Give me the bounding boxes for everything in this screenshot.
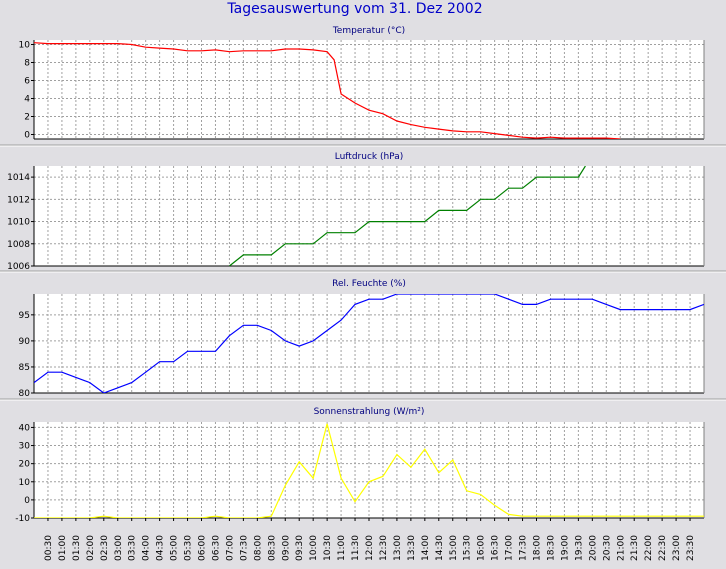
x-tick-label: 14:00 — [421, 535, 431, 561]
y-tick-label: 1006 — [7, 262, 30, 272]
x-tick-label: 06:30 — [211, 535, 221, 561]
x-tick-label: 17:30 — [519, 535, 529, 561]
y-tick-label: 2 — [24, 113, 30, 123]
x-tick-label: 02:00 — [86, 535, 96, 561]
x-tick-label: 03:00 — [114, 535, 124, 561]
x-tick-label: 14:30 — [435, 535, 445, 561]
x-tick-label: 18:30 — [546, 535, 556, 561]
x-tick-label: 02:30 — [100, 535, 110, 561]
x-tick-label: 06:00 — [198, 535, 208, 561]
x-tick-label: 09:30 — [295, 535, 305, 561]
x-tick-labels: 00:30 01:00 01:30 02:00 02:30 03:00 03:30 04:00… — [44, 518, 696, 561]
x-tick-label: 05:00 — [170, 535, 180, 561]
y-tick-label: 1008 — [7, 240, 30, 250]
panel-title: Sonnenstrahlung (W/m²) — [314, 407, 425, 417]
y-tick-label: 20 — [19, 460, 31, 470]
main-title: Tagesauswertung vom 31. Dez 2002 — [226, 1, 482, 17]
x-tick-label: 10:00 — [309, 535, 319, 561]
x-tick-label: 00:30 — [44, 535, 54, 561]
y-tick-label: 1012 — [7, 195, 30, 205]
y-tick-label: 40 — [19, 423, 31, 433]
x-tick-label: 13:30 — [407, 535, 417, 561]
x-tick-label: 03:30 — [128, 535, 138, 561]
x-tick-label: 23:30 — [686, 535, 696, 561]
y-tick-label: 80 — [19, 389, 31, 399]
x-tick-label: 15:00 — [449, 535, 459, 561]
x-tick-label: 09:00 — [281, 535, 291, 561]
y-tick-label: 30 — [19, 442, 31, 452]
humidity-series-line — [34, 294, 704, 393]
x-tick-label: 20:00 — [588, 535, 598, 561]
x-tick-label: 07:00 — [225, 535, 235, 561]
x-tick-label: 20:30 — [602, 535, 612, 561]
temperature-series-line — [34, 42, 621, 139]
x-tick-label: 08:30 — [267, 535, 277, 561]
y-tick-label: 10 — [19, 41, 31, 51]
y-tick-label: 6 — [24, 77, 30, 87]
x-tick-label: 15:30 — [463, 535, 473, 561]
x-tick-label: 16:30 — [491, 535, 501, 561]
y-tick-label: 95 — [19, 311, 30, 321]
x-tick-label: 17:00 — [505, 535, 515, 561]
x-tick-label: 04:30 — [156, 535, 166, 561]
x-tick-label: 01:30 — [72, 535, 82, 561]
x-tick-label: 10:30 — [323, 535, 333, 561]
x-tick-label: 11:00 — [337, 535, 347, 561]
y-tick-label: 0 — [24, 131, 30, 141]
x-tick-label: 21:30 — [630, 535, 640, 561]
x-tick-label: 12:30 — [379, 535, 389, 561]
y-tick-label: 1014 — [7, 173, 30, 183]
x-tick-label: 19:00 — [560, 535, 570, 561]
x-tick-label: 01:00 — [58, 535, 68, 561]
x-tick-label: 11:30 — [351, 535, 361, 561]
panel-3: Rel. Feuchte (%) 80 85 90 95 — [0, 279, 726, 401]
x-tick-label: 05:30 — [184, 535, 194, 561]
x-tick-label: 21:00 — [616, 535, 626, 561]
x-tick-label: 16:00 — [477, 535, 487, 561]
panel-1: Temperatur (°C) 0 2 4 6 8 10 — [0, 26, 726, 147]
panel-title: Rel. Feuchte (%) — [332, 279, 406, 289]
x-tick-label: 12:00 — [365, 535, 375, 561]
x-tick-label: 07:30 — [239, 535, 249, 561]
y-tick-label: 10 — [19, 478, 31, 488]
pressure-series-line — [229, 166, 586, 266]
y-tick-label: 90 — [19, 337, 31, 347]
x-tick-label: 04:00 — [142, 535, 152, 561]
panel-title: Temperatur (°C) — [332, 26, 405, 36]
x-tick-label: 13:00 — [393, 535, 403, 561]
y-tick-label: 85 — [19, 363, 30, 373]
panel-2: Luftdruck (hPa) 1006 1008 1010 1012 1014 — [0, 152, 726, 273]
y-tick-label: 0 — [24, 496, 30, 506]
x-tick-label: 19:30 — [574, 535, 584, 561]
y-tick-label: 8 — [24, 59, 30, 69]
radiation-series-line — [34, 423, 704, 518]
y-tick-label: -10 — [15, 514, 30, 524]
panel-title: Luftdruck (hPa) — [335, 152, 404, 162]
x-tick-label: 22:30 — [658, 535, 668, 561]
x-tick-label: 23:00 — [672, 535, 682, 561]
y-tick-label: 1010 — [7, 218, 30, 228]
y-tick-label: 4 — [24, 95, 30, 105]
x-tick-label: 18:00 — [533, 535, 543, 561]
x-tick-label: 08:00 — [253, 535, 263, 561]
panel-4: Sonnenstrahlung (W/m²) -10 0 10 20 30 40 — [15, 407, 705, 524]
x-tick-label: 22:00 — [644, 535, 654, 561]
